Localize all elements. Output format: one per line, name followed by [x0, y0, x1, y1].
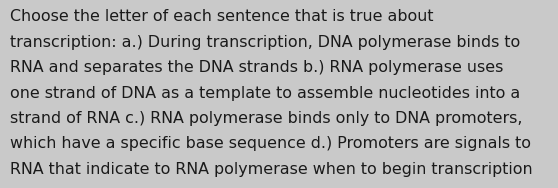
Text: RNA that indicate to RNA polymerase when to begin transcription: RNA that indicate to RNA polymerase when…: [10, 162, 533, 177]
Text: RNA and separates the DNA strands b.) RNA polymerase uses: RNA and separates the DNA strands b.) RN…: [10, 60, 503, 75]
Text: transcription: a.) During transcription, DNA polymerase binds to: transcription: a.) During transcription,…: [10, 35, 520, 50]
Text: strand of RNA c.) RNA polymerase binds only to DNA promoters,: strand of RNA c.) RNA polymerase binds o…: [10, 111, 522, 126]
Text: one strand of DNA as a template to assemble nucleotides into a: one strand of DNA as a template to assem…: [10, 86, 520, 101]
Text: Choose the letter of each sentence that is true about: Choose the letter of each sentence that …: [10, 9, 434, 24]
Text: which have a specific base sequence d.) Promoters are signals to: which have a specific base sequence d.) …: [10, 136, 531, 151]
